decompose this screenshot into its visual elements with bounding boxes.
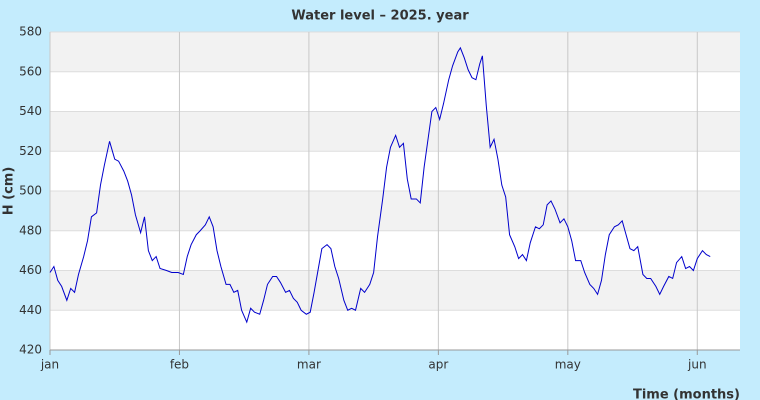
x-axis-label: Time (months) (633, 388, 740, 400)
chart-title: Water level – 2025. year (291, 9, 469, 24)
y-tick-label: 580 (19, 25, 42, 39)
grid-band (50, 270, 740, 311)
grid-band (50, 111, 740, 152)
x-tick-label: apr (428, 358, 448, 372)
x-tick-label: mar (297, 358, 321, 372)
y-tick-label: 480 (19, 223, 42, 237)
y-tick-label: 460 (19, 263, 42, 277)
y-axis-label: H (cm) (2, 167, 17, 216)
y-tick-label: 560 (19, 64, 42, 78)
x-tick-label: jun (687, 358, 707, 372)
x-tick-label: jan (40, 358, 59, 372)
y-tick-label: 420 (19, 343, 42, 357)
data-line (49, 46, 711, 324)
y-tick-label: 440 (19, 303, 42, 317)
x-tick-label: feb (170, 358, 189, 372)
grid-band (50, 32, 740, 72)
x-tick-label: may (555, 358, 581, 372)
y-tick-label: 520 (19, 144, 42, 158)
y-tick-label: 500 (19, 184, 42, 198)
grid-band (50, 191, 740, 231)
y-tick-label: 540 (19, 104, 42, 118)
